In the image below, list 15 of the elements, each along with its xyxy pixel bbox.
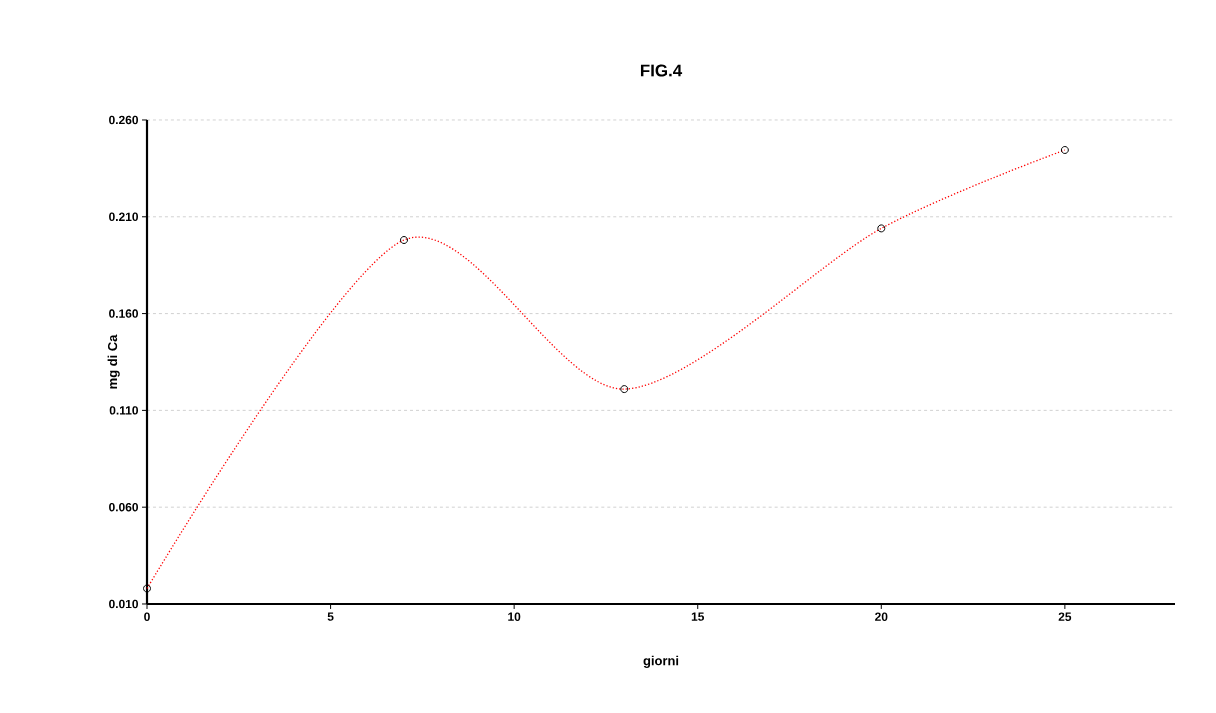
- y-tick-label: 0.210: [109, 212, 139, 222]
- x-axis-title: giorni: [643, 655, 679, 668]
- x-tick-label: 25: [1058, 612, 1072, 621]
- x-tick-label: 0: [144, 612, 150, 621]
- y-tick-label: 0.010: [109, 599, 139, 609]
- x-tick-label: 15: [691, 612, 705, 621]
- x-tick-label: 20: [875, 612, 888, 621]
- chart-title: FIG.4: [640, 64, 683, 77]
- x-tick-label: 5: [327, 612, 334, 621]
- y-axis-title: mg di Ca: [107, 334, 120, 389]
- x-tick-label: 10: [508, 612, 521, 621]
- y-tick-label: 0.110: [109, 406, 139, 415]
- y-tick-label: 0.260: [109, 115, 139, 125]
- y-tick-label: 0.160: [109, 309, 139, 318]
- y-tick-label: 0.060: [109, 502, 139, 512]
